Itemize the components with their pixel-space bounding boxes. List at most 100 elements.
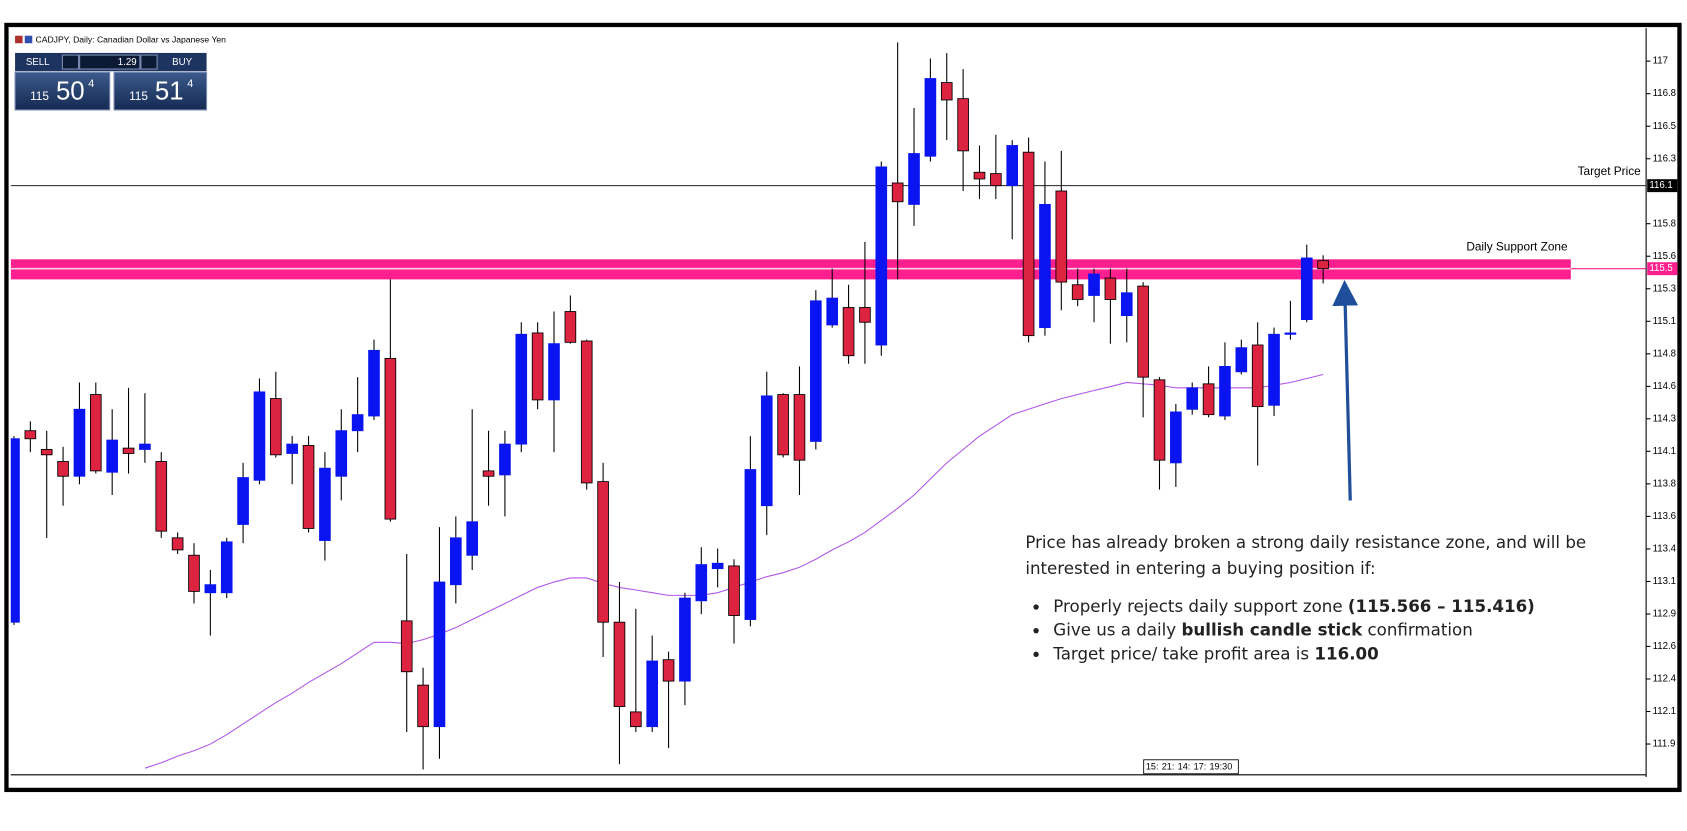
candle-body xyxy=(1251,344,1264,408)
y-tick-label: 113.1 xyxy=(1653,576,1677,587)
chart-title: CADJPY, Daily: Canadian Dollar vs Japane… xyxy=(36,34,227,44)
candle-body xyxy=(613,621,626,707)
zone-label: Daily Support Zone xyxy=(1466,240,1568,254)
timer-text: 21: xyxy=(1162,762,1175,772)
candle-body xyxy=(1120,292,1133,316)
y-tick-label: 115.6 xyxy=(1653,251,1677,262)
candle-body xyxy=(335,430,348,477)
note-line: Price has already broken a strong daily … xyxy=(1025,533,1586,552)
lot-field[interactable] xyxy=(79,54,141,70)
candle-body xyxy=(253,391,266,481)
candle-body xyxy=(908,153,920,205)
candle-body xyxy=(1022,151,1035,337)
candle-body xyxy=(940,82,953,101)
candle-body xyxy=(630,711,642,728)
bullet-run: 116.00 xyxy=(1314,644,1378,663)
y-tick-label: 115.1 xyxy=(1653,316,1677,327)
candle-body xyxy=(204,584,217,594)
candle-body xyxy=(433,581,446,728)
candle-body xyxy=(319,467,331,541)
y-tick-label: 115.8 xyxy=(1653,218,1677,229)
candle-body xyxy=(597,481,609,623)
note-line: interested in entering a buying position… xyxy=(1025,559,1375,578)
candle-body xyxy=(1300,257,1313,320)
lot-up[interactable] xyxy=(140,54,158,70)
candle-body xyxy=(1317,260,1329,270)
candle-body xyxy=(711,562,724,570)
candle-body xyxy=(302,445,315,529)
y-tick-label: 115.3 xyxy=(1653,283,1677,294)
arrow xyxy=(1332,279,1359,501)
lot-down[interactable] xyxy=(61,54,80,70)
y-tick-label: 112.1 xyxy=(1653,706,1677,717)
candle-body xyxy=(662,659,675,682)
y-tick-label: 113.8 xyxy=(1653,478,1677,489)
ask-point: 4 xyxy=(187,78,193,90)
y-tick-label: 114.6 xyxy=(1653,381,1677,392)
candle-body xyxy=(924,78,937,157)
lot-size[interactable]: 1.29 xyxy=(118,57,137,68)
candle-body xyxy=(171,537,184,551)
bid-big: 115 xyxy=(30,89,49,103)
ask-box[interactable] xyxy=(113,71,208,111)
candle-body xyxy=(384,357,397,520)
y-tick-label: 111.9 xyxy=(1653,739,1676,750)
candle-body xyxy=(57,461,69,477)
bullet-text: Target price/ take profit area is 116.00 xyxy=(1052,644,1378,663)
timer-text: 15: xyxy=(1146,762,1159,772)
zone-price-box xyxy=(1647,262,1678,276)
candle-body xyxy=(973,171,986,180)
bid-pips: 50 xyxy=(56,78,85,106)
candle-body xyxy=(564,311,577,343)
candle-body xyxy=(351,414,364,432)
ask-pips: 51 xyxy=(155,78,184,106)
candle-body xyxy=(1006,145,1019,187)
candle-body xyxy=(646,660,659,728)
overlay: CADJPY, Daily: Canadian Dollar vs Japane… xyxy=(14,34,1678,775)
candle-body xyxy=(580,340,593,484)
candle-body xyxy=(1186,387,1199,410)
bullet-dot xyxy=(1033,604,1039,610)
candle-body xyxy=(728,565,740,616)
candle-body xyxy=(89,394,102,472)
candle-body xyxy=(842,307,855,357)
bullet-dot xyxy=(1033,627,1039,634)
bid-box[interactable] xyxy=(14,71,111,111)
candle-body xyxy=(1071,284,1084,300)
candle-body xyxy=(106,439,118,473)
candle-body xyxy=(237,477,249,525)
y-tick-label: 116.8 xyxy=(1653,88,1677,99)
y-tick-label: 113.4 xyxy=(1653,544,1677,555)
bullet-text: Properly rejects daily support zone (115… xyxy=(1053,597,1535,616)
candle-body xyxy=(1202,383,1215,416)
candle-body xyxy=(40,449,53,456)
y-tick-label: 117 xyxy=(1653,56,1668,67)
candle-body xyxy=(270,398,282,456)
buy-button[interactable]: BUY xyxy=(172,57,192,68)
candle-body xyxy=(466,521,478,556)
y-tick-label: 114.3 xyxy=(1653,413,1677,424)
candle-body xyxy=(859,307,871,323)
bullet-dot xyxy=(1033,651,1039,658)
y-tick-label: 112.6 xyxy=(1653,641,1677,652)
candle-body xyxy=(10,438,20,623)
candle-body xyxy=(1268,333,1280,406)
candle-body xyxy=(73,408,86,477)
candle-body xyxy=(1055,190,1068,283)
icon xyxy=(24,35,33,44)
y-tick-label: 112.4 xyxy=(1653,674,1677,685)
bullet-run: Give us a daily xyxy=(1053,620,1181,639)
candle-body xyxy=(826,297,839,326)
candle-body xyxy=(793,394,806,461)
candle-body xyxy=(417,684,429,728)
y-tick-label: 113.6 xyxy=(1653,511,1677,522)
candle-body xyxy=(957,98,969,152)
candle-body xyxy=(499,443,511,476)
y-tick-label: 114.8 xyxy=(1653,348,1677,359)
sell-button[interactable]: SELL xyxy=(26,57,50,68)
y-tick-label: 116.5 xyxy=(1653,121,1677,132)
candle-body xyxy=(990,173,1002,187)
candle-body xyxy=(777,394,789,456)
